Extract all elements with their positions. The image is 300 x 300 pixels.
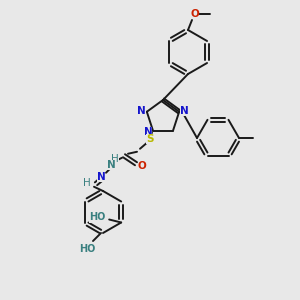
Text: N: N: [137, 106, 146, 116]
Text: N: N: [144, 127, 152, 137]
Text: N: N: [106, 160, 116, 170]
Text: S: S: [146, 134, 154, 144]
Text: O: O: [190, 9, 200, 19]
Text: N: N: [97, 172, 105, 182]
Text: O: O: [138, 161, 146, 171]
Text: H: H: [83, 178, 91, 188]
Text: H: H: [111, 154, 119, 164]
Text: N: N: [180, 106, 188, 116]
Text: HO: HO: [79, 244, 95, 254]
Text: HO: HO: [89, 212, 105, 223]
